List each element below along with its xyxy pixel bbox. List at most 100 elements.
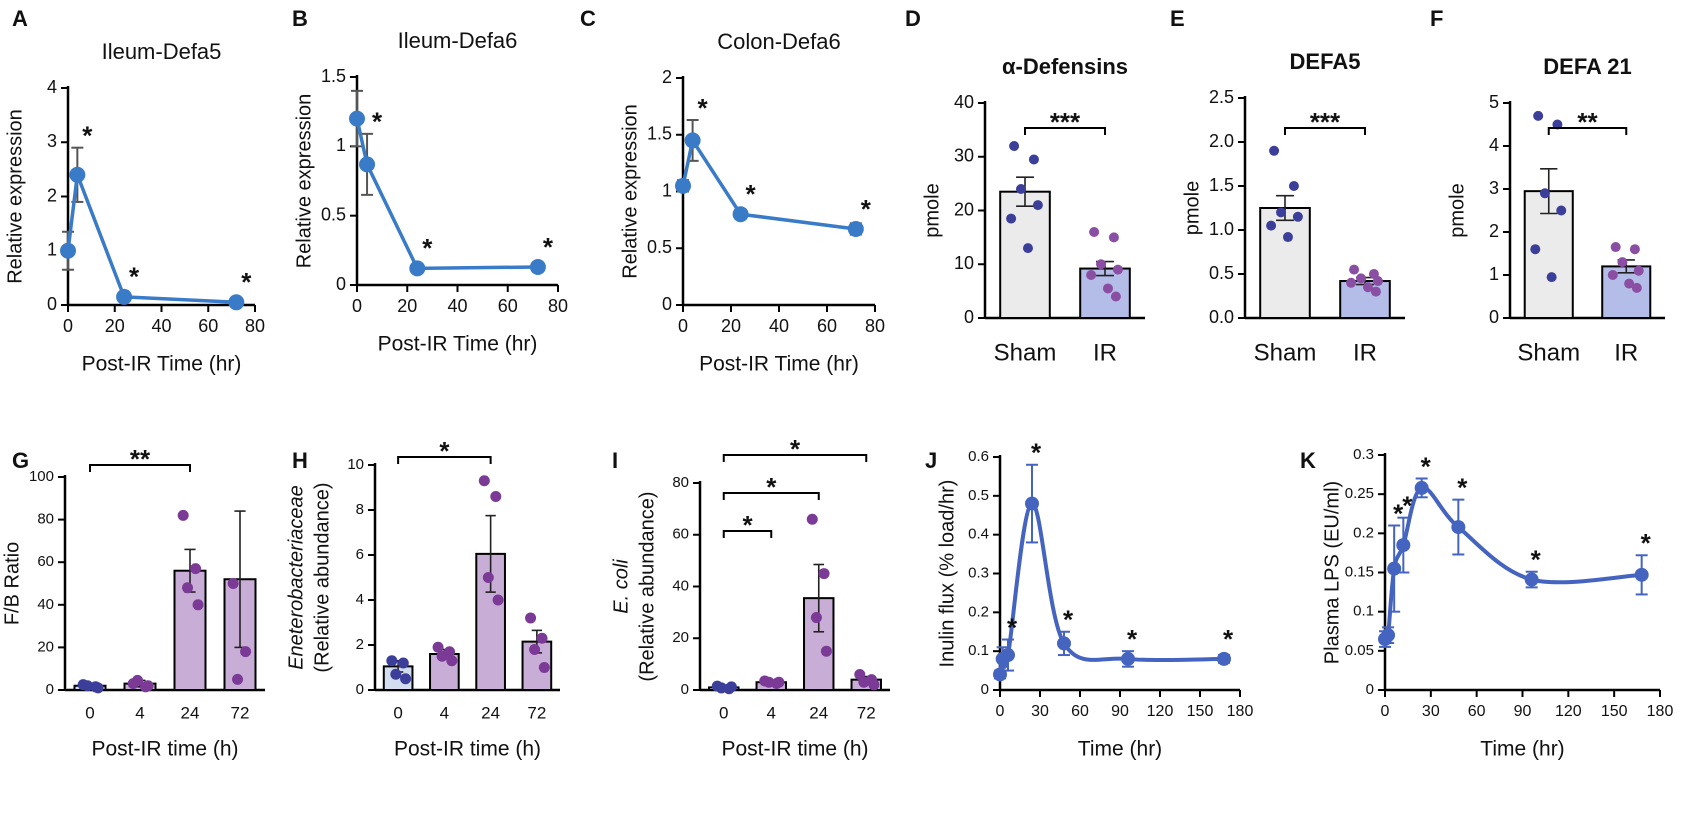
annotation: *	[1531, 544, 1542, 574]
y-tick-label: 0	[356, 681, 364, 698]
y-tick-label: 0	[662, 294, 672, 314]
data-point	[192, 599, 204, 611]
x-tick-label: Sham	[1517, 339, 1580, 366]
y-tick-label: 4	[356, 591, 364, 608]
y-tick-label: 0.4	[968, 526, 989, 543]
x-tick-label: 72	[231, 703, 250, 722]
x-axis-label: Post-IR Time (hr)	[82, 353, 242, 376]
x-tick-label: Sham	[994, 339, 1057, 366]
point	[69, 166, 86, 183]
x-axis-label: Post-IR time (h)	[721, 738, 868, 761]
point	[993, 667, 1007, 682]
y-tick-label: 0.1	[968, 642, 989, 659]
y-tick-label: 0.05	[1345, 642, 1374, 659]
chart-title: Colon-Defa6	[717, 29, 841, 54]
y-tick-label: 1	[1489, 264, 1499, 284]
data-point	[529, 644, 541, 655]
data-point	[1112, 264, 1123, 275]
y-tick-label: 0.6	[968, 448, 989, 465]
y-axis-label: F/B Ratio	[1, 542, 23, 625]
data-point	[1022, 243, 1033, 254]
significance-bar	[722, 454, 868, 462]
data-point	[482, 572, 494, 583]
panel-letter: E	[1170, 6, 1185, 31]
y-tick-label: 0.5	[321, 204, 346, 224]
annotation: *	[82, 121, 93, 151]
data-point	[177, 509, 189, 521]
y-tick-label: 6	[356, 546, 364, 563]
x-tick-label: 20	[721, 316, 741, 336]
data-point	[1624, 278, 1635, 289]
data-point	[1110, 291, 1121, 302]
data-point	[386, 655, 398, 667]
significance-label: *	[766, 472, 777, 502]
y-tick-label: 40	[37, 596, 54, 613]
chart-title: Ileum-Defa6	[398, 28, 518, 53]
data-point	[142, 680, 154, 692]
y-axis-label: Relative expression	[619, 104, 641, 279]
data-point	[400, 673, 412, 685]
y-axis-label: (Relative abundance)	[636, 491, 658, 681]
data-point	[1633, 265, 1644, 276]
data-point	[436, 650, 448, 662]
significance-bar	[89, 464, 191, 472]
y-tick-label: 10	[347, 456, 364, 473]
significance-bar	[1024, 127, 1106, 135]
x-tick-label: 60	[1071, 703, 1089, 720]
y-tick-label: 0	[46, 681, 54, 698]
point	[675, 177, 691, 194]
point	[1001, 648, 1015, 663]
y-tick-label: 20	[37, 638, 54, 655]
point	[116, 288, 133, 305]
annotation: *	[422, 233, 433, 263]
data-point	[1346, 277, 1357, 288]
x-tick-label: 0	[352, 296, 362, 316]
data-point	[446, 655, 458, 667]
data-point	[182, 582, 194, 594]
data-point	[1607, 270, 1618, 280]
x-tick-label: 0	[719, 703, 728, 722]
significance-label: *	[439, 436, 450, 466]
y-tick-label: 0.3	[968, 564, 989, 581]
data-point	[432, 641, 444, 653]
y-tick-label: 5	[1489, 92, 1499, 112]
y-tick-label: 2	[356, 636, 364, 653]
y-tick-label: 2	[1489, 221, 1499, 241]
point	[349, 110, 365, 127]
data-point	[1108, 232, 1119, 243]
data-point	[1016, 184, 1027, 194]
x-axis-label: Post-IR Time (hr)	[699, 353, 859, 376]
data-point	[390, 668, 402, 680]
data-point	[1028, 154, 1039, 165]
x-tick-label: 0	[393, 703, 402, 722]
annotation: *	[1457, 473, 1468, 503]
x-tick-label: 4	[440, 703, 449, 722]
y-tick-label: 0	[964, 307, 974, 327]
data-point	[232, 673, 244, 685]
point	[1381, 628, 1396, 643]
x-tick-label: 60	[498, 296, 518, 316]
y-axis-label: Eneterobacteriaceae	[285, 485, 307, 670]
x-tick-label: 90	[1514, 703, 1532, 720]
data-point	[763, 676, 775, 688]
y-tick-label: 1	[47, 240, 57, 260]
x-tick-label: 80	[865, 316, 885, 336]
data-point	[773, 676, 785, 688]
x-tick-label: 0	[85, 703, 94, 722]
x-tick-label: 40	[151, 316, 171, 336]
point	[1414, 480, 1429, 495]
annotation: *	[746, 179, 757, 209]
x-tick-label: 40	[447, 296, 467, 316]
line	[681, 135, 857, 231]
significance-label: **	[130, 444, 151, 474]
data-point	[1349, 264, 1360, 275]
chart-title: DEFA5	[1290, 49, 1361, 74]
y-tick-label: 0	[681, 681, 689, 698]
data-point	[1370, 286, 1381, 297]
data-point	[1610, 242, 1621, 253]
y-tick-label: 1	[662, 180, 672, 200]
y-tick-label: 40	[672, 577, 689, 594]
point	[529, 258, 546, 275]
y-tick-label: 0	[336, 274, 346, 294]
